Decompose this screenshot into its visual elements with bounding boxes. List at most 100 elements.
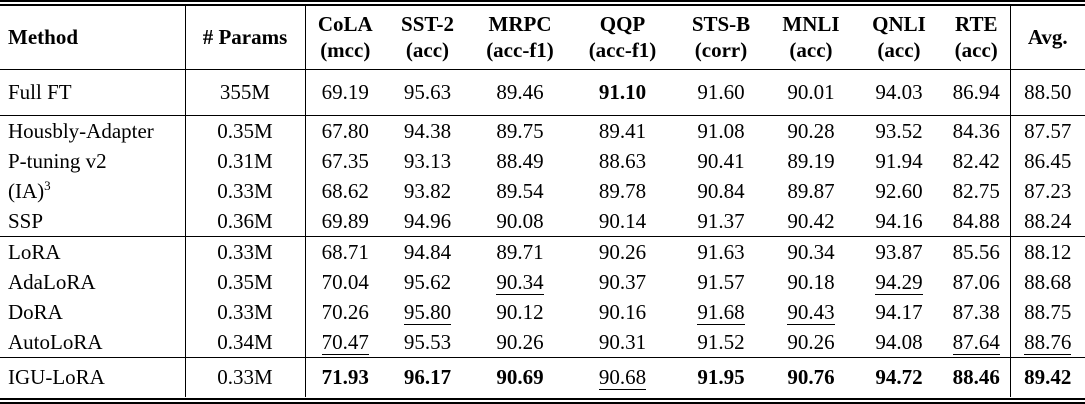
method-superscript: 3 — [44, 178, 51, 193]
method-cell: AutoLoRA — [0, 327, 186, 358]
column-metric-label: (acc) — [877, 38, 921, 62]
method-cell: P-tuning v2 — [0, 146, 186, 176]
metric-cell-sst2: 93.82 — [385, 176, 470, 206]
metric-cell-avg: 88.12 — [1010, 236, 1085, 267]
metric-value: 89.87 — [787, 179, 835, 203]
row-group-2: Housbly-Adapter 0.35M 67.80 94.38 89.75 89.41… — [0, 115, 1085, 237]
column-header-cola: CoLA (mcc) — [305, 6, 385, 70]
table-row: AutoLoRA 0.34M 70.47 95.53 90.26 90.31 91.52 90… — [0, 327, 1085, 358]
metric-value: 88.68 — [1024, 270, 1072, 294]
metric-cell-mnli: 89.19 — [767, 146, 855, 176]
column-header-stsb: STS-B (corr) — [675, 6, 767, 70]
metric-value: 94.17 — [875, 300, 923, 324]
metric-cell-qqp: 90.14 — [570, 206, 675, 237]
metric-cell-qnli: 94.08 — [855, 327, 943, 358]
metric-value: 90.18 — [787, 270, 835, 294]
table-row: DoRA 0.33M 70.26 95.80 90.12 90.16 91.68 90.43 9… — [0, 297, 1085, 327]
metric-cell-qqp: 91.10 — [570, 70, 675, 116]
metric-cell-qqp: 90.68 — [570, 357, 675, 397]
metric-cell-mnli: 90.01 — [767, 70, 855, 116]
column-metric-label: (mcc) — [320, 38, 371, 62]
metric-value: 90.69 — [496, 365, 544, 389]
metric-value: 90.31 — [598, 330, 647, 354]
column-label: SST-2 — [401, 12, 454, 36]
metric-value: 91.60 — [697, 80, 745, 104]
method-cell: Full FT — [0, 69, 186, 116]
metric-value: 89.46 — [496, 80, 544, 104]
metric-value: 90.28 — [787, 119, 835, 143]
metric-cell-rte: 87.38 — [943, 297, 1011, 327]
metric-value: 94.96 — [403, 209, 452, 233]
header-row: Method # Params CoLA (mcc) SST-2 (acc) MRPC (ac… — [0, 6, 1085, 70]
column-header-avg: Avg. — [1010, 6, 1085, 70]
metric-cell-avg: 88.50 — [1010, 70, 1085, 116]
metric-value: 92.60 — [875, 179, 923, 203]
metric-value: 69.19 — [321, 80, 369, 104]
metric-value: 90.68 — [598, 365, 647, 390]
metric-cell-sst2: 95.80 — [385, 297, 470, 327]
metric-value: 90.34 — [496, 270, 544, 295]
column-header-params: # Params — [185, 6, 306, 70]
metric-cell-qnli: 94.72 — [855, 357, 943, 397]
params-cell: 0.33M — [185, 176, 306, 206]
metric-cell-mrpc: 90.08 — [470, 206, 570, 237]
metric-value: 70.26 — [321, 300, 369, 324]
metric-cell-avg: 88.68 — [1010, 267, 1085, 297]
column-header-mnli: MNLI (acc) — [767, 6, 855, 70]
metric-cell-cola: 69.19 — [305, 70, 385, 116]
metric-cell-cola: 68.71 — [305, 236, 385, 267]
column-label: CoLA — [317, 12, 373, 36]
metric-cell-stsb: 90.84 — [675, 176, 767, 206]
metric-value: 90.08 — [496, 209, 544, 233]
metric-value: 82.42 — [952, 149, 1000, 173]
metric-cell-qqp: 89.78 — [570, 176, 675, 206]
metric-value: 94.72 — [875, 365, 923, 389]
metric-value: 91.10 — [598, 80, 647, 104]
metric-cell-mrpc: 89.75 — [470, 115, 570, 146]
metric-cell-mnli: 90.34 — [767, 236, 855, 267]
metric-value: 91.95 — [697, 365, 745, 389]
metric-value: 87.64 — [952, 330, 1000, 355]
metric-cell-stsb: 91.95 — [675, 357, 767, 397]
metric-value: 89.42 — [1024, 365, 1072, 389]
column-metric-label: (acc) — [405, 38, 450, 62]
metric-value: 88.75 — [1024, 300, 1072, 324]
metric-value: 86.45 — [1024, 149, 1072, 173]
method-cell: AdaLoRA — [0, 267, 186, 297]
table-row: Housbly-Adapter 0.35M 67.80 94.38 89.75 89.41… — [0, 115, 1085, 146]
metric-cell-avg: 88.75 — [1010, 297, 1085, 327]
table-row: LoRA 0.33M 68.71 94.84 89.71 90.26 91.63 90.34 9… — [0, 236, 1085, 267]
metric-cell-sst2: 93.13 — [385, 146, 470, 176]
table-row: Full FT 355M 69.19 95.63 89.46 91.10 91.60 90.0… — [0, 69, 1085, 116]
params-cell: 0.33M — [185, 297, 306, 327]
metric-value: 91.08 — [697, 119, 745, 143]
metric-cell-sst2: 95.62 — [385, 267, 470, 297]
column-label: Avg. — [1027, 25, 1068, 49]
metric-cell-mnli: 90.43 — [767, 297, 855, 327]
metric-value: 87.38 — [952, 300, 1000, 324]
metric-value: 71.93 — [321, 365, 369, 389]
metric-cell-qnli: 94.16 — [855, 206, 943, 237]
metric-cell-qnli: 94.03 — [855, 70, 943, 116]
metric-value: 67.80 — [321, 119, 369, 143]
column-label: MRPC — [488, 12, 552, 36]
column-label: RTE — [955, 12, 998, 36]
params-cell: 0.33M — [185, 236, 306, 267]
metric-cell-rte: 87.64 — [943, 327, 1011, 358]
metric-value: 89.75 — [496, 119, 544, 143]
method-cell: Housbly-Adapter — [0, 115, 186, 146]
metric-cell-mrpc: 89.54 — [470, 176, 570, 206]
row-group-4: IGU-LoRA 0.33M 71.93 96.17 90.69 90.68 91.95 90… — [0, 357, 1085, 397]
metric-value: 90.43 — [787, 300, 835, 325]
metric-value: 93.82 — [403, 179, 452, 203]
column-header-qqp: QQP (acc-f1) — [570, 6, 675, 70]
metric-cell-stsb: 91.68 — [675, 297, 767, 327]
metric-cell-mrpc: 89.71 — [470, 236, 570, 267]
metric-value: 69.89 — [321, 209, 369, 233]
metric-value: 95.80 — [403, 300, 452, 325]
column-label: QQP — [599, 12, 646, 36]
params-cell: 0.34M — [185, 327, 306, 358]
params-cell: 0.31M — [185, 146, 306, 176]
metric-cell-avg: 86.45 — [1010, 146, 1085, 176]
metric-cell-qqp: 90.37 — [570, 267, 675, 297]
